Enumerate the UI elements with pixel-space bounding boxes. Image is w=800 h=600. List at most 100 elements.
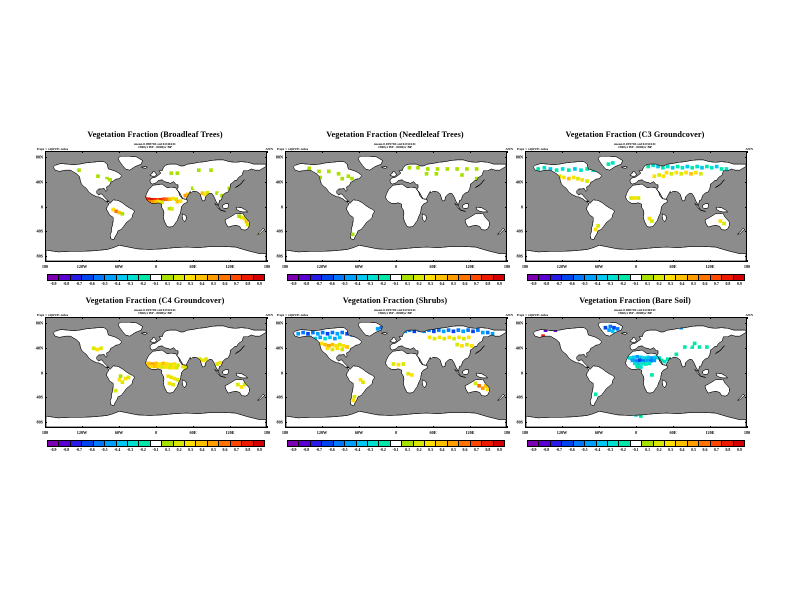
y-tick: [745, 181, 748, 183]
x-tick: [119, 426, 120, 429]
colorbar-cell: [185, 441, 197, 446]
colorbar-cell: [59, 441, 71, 446]
colorbar-cell: [356, 441, 368, 446]
colorbar-tick-label: -0.6: [328, 447, 335, 452]
colorbar-tick-label: -0.4: [354, 281, 361, 286]
x-tick: [525, 150, 526, 153]
y-tick-label: 80S: [276, 253, 283, 259]
colorbar-cell: [82, 275, 94, 280]
colorbar-labels-broadleaf-trees: -0.9 -0.8 -0.7 -0.6 -0.5 -0.4 -0.3 -0.2 -0.1 0.1 0…: [47, 281, 265, 287]
colorbar-tick-label: 0.4: [439, 281, 445, 286]
colorbar-tick-label: -0.1: [152, 447, 159, 452]
colorbar-cell: [48, 275, 60, 280]
colorbar-tick-label: 0.4: [199, 281, 205, 286]
colorbar-tick-label: 0.2: [416, 281, 422, 286]
x-tick: [230, 316, 231, 319]
mean-std-label-c4-groundcover: mean 0.019704 std 0.034141: [134, 308, 176, 313]
y-tick: [44, 397, 47, 398]
x-tick: [710, 426, 711, 429]
y-tick: [745, 206, 748, 208]
colorbar-tick-label: -0.5: [341, 447, 348, 452]
colorbar-cell: [196, 275, 208, 280]
map-svg-shrubs: [286, 319, 506, 427]
x-tick-label: 120W: [316, 430, 328, 435]
y-tick-label: 80S: [36, 419, 43, 425]
x-tick: [285, 260, 286, 263]
x-tick-label: 60E: [189, 264, 197, 269]
y-tick: [524, 347, 527, 349]
colorbar-cell: [173, 275, 186, 280]
colorbar-cell: [288, 275, 300, 280]
y-tick-label: 0: [520, 370, 523, 375]
x-tick: [673, 426, 674, 429]
colorbar-tick-label: 0.7: [714, 447, 719, 452]
x-tick: [673, 260, 674, 263]
colorbar-cell: [573, 441, 586, 446]
colorbar-cell: [733, 275, 745, 280]
y-tick: [265, 421, 268, 423]
season-label-broadleaf-trees: ANN: [265, 146, 273, 151]
colorbar-tick-label: -0.7: [315, 447, 322, 452]
map-frame-needleleaf-trees: [285, 151, 507, 262]
experiment-label-shrubs: Expt = xQFUE-refca: [277, 312, 309, 317]
experiment-label-c4-groundcover: Expt = xQFUE-refca: [37, 312, 69, 317]
y-tick: [284, 323, 287, 324]
x-tick: [599, 426, 600, 429]
y-tick: [284, 255, 287, 257]
colorbar-tick-label: 0.3: [668, 447, 673, 452]
x-tick-label: 60W: [354, 430, 364, 435]
y-tick: [284, 206, 287, 208]
colorbar-cell: [242, 441, 254, 446]
colorbar-cell: [82, 441, 94, 446]
colorbar-swatches-c4-groundcover: [47, 440, 265, 447]
mean-std-label-broadleaf-trees: mean 0.090704 std 0.046141: [134, 142, 176, 147]
colorbar-cell: [699, 275, 711, 280]
x-tick: [710, 150, 711, 153]
colorbar-cell: [70, 441, 83, 446]
map-frame-c4-groundcover: [45, 317, 267, 428]
colorbar-tick-label: 0.5: [211, 281, 216, 286]
y-tick-label: 40S: [516, 394, 523, 400]
x-tick: [396, 260, 397, 263]
x-tick-label: 180: [41, 264, 49, 269]
time-range-label-shrubs: 1960yr BP - 0000yr BP: [378, 311, 412, 316]
colorbar-cell: [653, 441, 666, 446]
season-label-shrubs: ANN: [505, 312, 513, 317]
y-tick: [524, 255, 527, 257]
panel-broadleaf-trees: Vegetation Fraction (Broadleaf Trees) Exp…: [35, 130, 275, 302]
colorbar-swatches-broadleaf-trees: [47, 274, 265, 281]
x-tick-label: 60W: [594, 430, 604, 435]
panel-c3-groundcover: Vegetation Fraction (C3 Groundcover) Expt…: [515, 130, 755, 302]
colorbar-cell: [733, 441, 745, 446]
colorbar-cell: [333, 275, 346, 280]
colorbar-cell: [596, 441, 608, 446]
x-tick: [636, 426, 637, 429]
colorbar-cell: [619, 275, 631, 280]
colorbar-cell: [345, 275, 357, 280]
y-tick-label: 80S: [516, 253, 523, 259]
x-tick: [119, 150, 120, 153]
y-tick: [505, 255, 508, 257]
colorbar-labels-shrubs: -0.9 -0.8 -0.7 -0.6 -0.5 -0.4 -0.3 -0.2 -0.1 0.1 0…: [287, 447, 505, 453]
y-tick: [265, 231, 268, 232]
y-tick: [745, 397, 748, 398]
colorbar-tick-label: -0.9: [50, 447, 57, 452]
colorbar-cell: [482, 275, 494, 280]
colorbar-tick-label: 0.2: [176, 447, 182, 452]
colorbar-tick-label: -0.2: [139, 447, 146, 452]
x-tick: [359, 260, 360, 263]
map-frame-bare-soil: [525, 317, 747, 428]
colorbar-tick-label: 0.2: [416, 447, 422, 452]
colorbar-cell: [48, 441, 60, 446]
colorbar-tick-label: 0.9: [256, 447, 262, 452]
colorbar-cell: [562, 441, 574, 446]
x-tick-label: 180: [263, 264, 271, 269]
colorbar-cell: [710, 275, 723, 280]
colorbar-cell: [402, 275, 414, 280]
colorbar-tick-label: -0.3: [606, 281, 614, 286]
colorbar-cell: [390, 275, 403, 280]
colorbar-tick-label: -0.8: [543, 281, 550, 286]
x-tick-label: 180: [41, 430, 49, 435]
colorbar-labels-bare-soil: -0.9 -0.8 -0.7 -0.6 -0.5 -0.4 -0.3 -0.2 -0.1 0.1 0…: [527, 447, 745, 453]
x-tick: [322, 316, 323, 319]
